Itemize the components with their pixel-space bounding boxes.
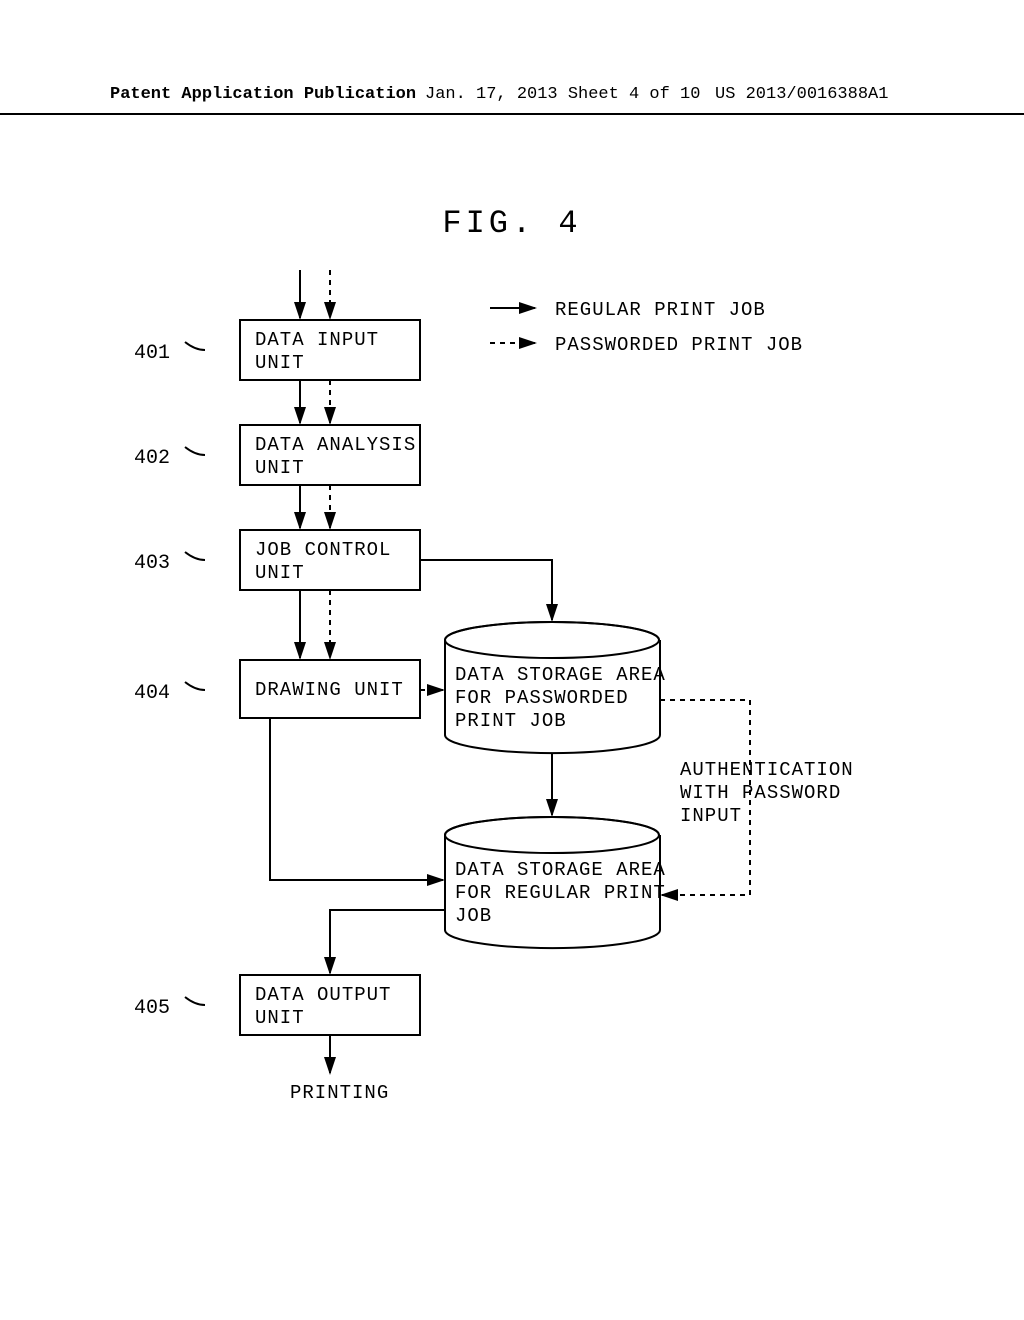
cylinder-regular: DATA STORAGE AREA FOR REGULAR PRINT JOB bbox=[445, 817, 666, 948]
block-403-text-l2: UNIT bbox=[255, 562, 305, 584]
block-404-text: DRAWING UNIT bbox=[255, 679, 404, 701]
cyl1-l3: PRINT JOB bbox=[455, 710, 567, 732]
ref-tick-404 bbox=[185, 682, 205, 690]
ref-405: 405 bbox=[134, 997, 170, 1020]
auth-l1: AUTHENTICATION bbox=[680, 759, 854, 781]
cyl1-l1: DATA STORAGE AREA bbox=[455, 664, 666, 686]
ref-404: 404 bbox=[134, 682, 170, 705]
ref-tick-403 bbox=[185, 552, 205, 560]
block-402-text-l1: DATA ANALYSIS bbox=[255, 434, 416, 456]
ref-tick-402 bbox=[185, 447, 205, 455]
ref-401: 401 bbox=[134, 342, 170, 365]
ref-tick-401 bbox=[185, 342, 205, 350]
cyl1-l2: FOR PASSWORDED bbox=[455, 687, 629, 709]
arrow-403-cyl1 bbox=[420, 560, 552, 620]
cyl2-l1: DATA STORAGE AREA bbox=[455, 859, 666, 881]
ref-403: 403 bbox=[134, 552, 170, 575]
block-401-text-l1: DATA INPUT bbox=[255, 329, 379, 351]
ref-tick-405 bbox=[185, 997, 205, 1005]
block-402-text-l2: UNIT bbox=[255, 457, 305, 479]
legend-passworded-label: PASSWORDED PRINT JOB bbox=[555, 334, 803, 356]
cyl2-l3: JOB bbox=[455, 905, 492, 927]
auth-l2: WITH PASSWORD bbox=[680, 782, 841, 804]
ref-402: 402 bbox=[134, 447, 170, 470]
flowchart-diagram: REGULAR PRINT JOB PASSWORDED PRINT JOB D… bbox=[0, 0, 1024, 1320]
block-401-text-l2: UNIT bbox=[255, 352, 305, 374]
block-403-text-l1: JOB CONTROL bbox=[255, 539, 391, 561]
auth-l3: INPUT bbox=[680, 805, 742, 827]
cyl2-l2: FOR REGULAR PRINT bbox=[455, 882, 666, 904]
block-405-text-l1: DATA OUTPUT bbox=[255, 984, 391, 1006]
block-405-text-l2: UNIT bbox=[255, 1007, 305, 1029]
legend-regular-label: REGULAR PRINT JOB bbox=[555, 299, 766, 321]
cylinder-passworded: DATA STORAGE AREA FOR PASSWORDED PRINT J… bbox=[445, 622, 666, 753]
printing-label: PRINTING bbox=[290, 1082, 389, 1104]
arrow-404-cyl2 bbox=[270, 718, 443, 880]
arrow-cyl2-405 bbox=[330, 910, 445, 973]
